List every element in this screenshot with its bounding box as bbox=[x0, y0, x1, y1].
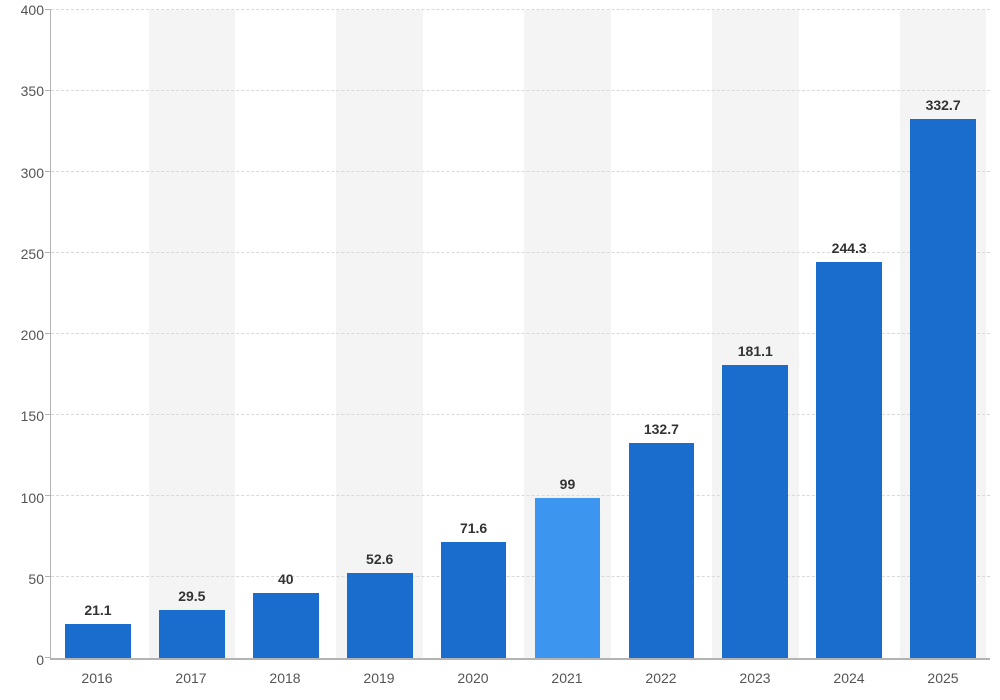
bar-2021: 99 bbox=[535, 498, 601, 658]
bar-value-label: 332.7 bbox=[926, 97, 961, 113]
x-tick-label: 2024 bbox=[833, 670, 864, 686]
bar-2017: 29.5 bbox=[159, 610, 225, 658]
x-axis: 2016 2017 2018 2019 2020 2021 2022 2023 … bbox=[50, 660, 990, 700]
bar-value-label: 29.5 bbox=[178, 588, 205, 604]
y-tick-label: 50 bbox=[0, 571, 44, 587]
x-tick-label: 2020 bbox=[457, 670, 488, 686]
bar-value-label: 132.7 bbox=[644, 421, 679, 437]
bar-2016: 21.1 bbox=[65, 624, 131, 658]
bar-value-label: 181.1 bbox=[738, 343, 773, 359]
bar-2022: 132.7 bbox=[629, 443, 695, 658]
bar-2018: 40 bbox=[253, 593, 319, 658]
x-tick-label: 2023 bbox=[739, 670, 770, 686]
y-tick-label: 300 bbox=[0, 165, 44, 181]
x-tick-label: 2025 bbox=[927, 670, 958, 686]
y-tick-label: 350 bbox=[0, 83, 44, 99]
bar-2024: 244.3 bbox=[816, 262, 882, 658]
bar-2025: 332.7 bbox=[910, 119, 976, 658]
y-tick-label: 400 bbox=[0, 2, 44, 18]
x-tick-label: 2022 bbox=[645, 670, 676, 686]
x-tick-label: 2017 bbox=[175, 670, 206, 686]
bar-value-label: 71.6 bbox=[460, 520, 487, 536]
x-tick-label: 2016 bbox=[81, 670, 112, 686]
plot-area: 21.1 29.5 40 52.6 71.6 99 132.7 181.1 24… bbox=[50, 10, 990, 660]
bar-value-label: 99 bbox=[560, 476, 576, 492]
x-tick-label: 2019 bbox=[363, 670, 394, 686]
bar-value-label: 21.1 bbox=[84, 602, 111, 618]
y-tick-label: 150 bbox=[0, 408, 44, 424]
y-tick-label: 250 bbox=[0, 246, 44, 262]
bar-2023: 181.1 bbox=[722, 365, 788, 658]
x-tick-label: 2018 bbox=[269, 670, 300, 686]
bar-chart: 0 50 100 150 200 250 300 350 400 bbox=[0, 0, 1000, 700]
y-axis: 0 50 100 150 200 250 300 350 400 bbox=[0, 0, 50, 660]
bar-value-label: 40 bbox=[278, 571, 294, 587]
x-tick-label: 2021 bbox=[551, 670, 582, 686]
bar-2019: 52.6 bbox=[347, 573, 413, 658]
y-tick-label: 0 bbox=[0, 652, 44, 668]
bar-value-label: 52.6 bbox=[366, 551, 393, 567]
y-tick-label: 100 bbox=[0, 490, 44, 506]
bar-2020: 71.6 bbox=[441, 542, 507, 658]
bars: 21.1 29.5 40 52.6 71.6 99 132.7 181.1 24… bbox=[51, 10, 990, 658]
bar-value-label: 244.3 bbox=[832, 240, 867, 256]
y-tick-label: 200 bbox=[0, 327, 44, 343]
